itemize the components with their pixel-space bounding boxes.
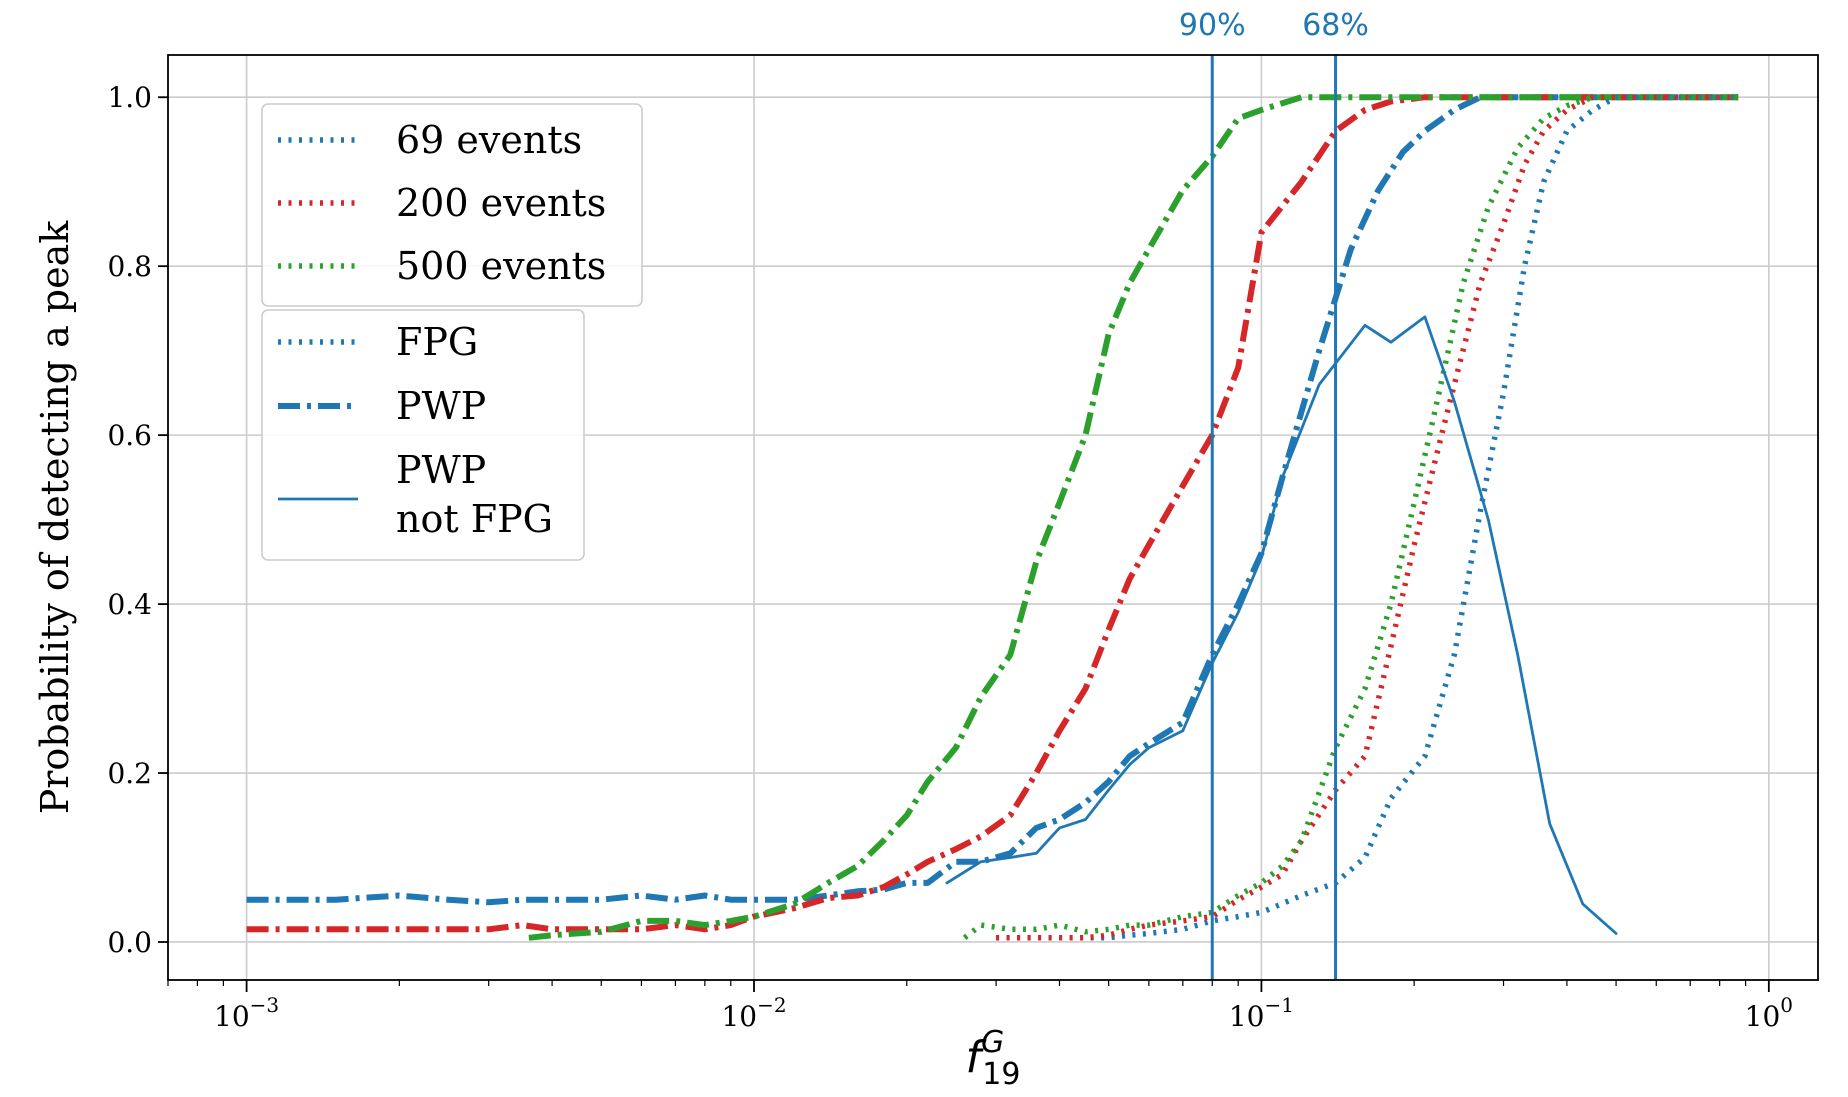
series-line-500-events-pwp (528, 94, 1739, 941)
legend-label: 200 events (396, 181, 606, 225)
legend-methods-frame (261, 309, 585, 561)
series-line-200-events-fpg (996, 94, 1739, 941)
x-tick-label: 100 (1745, 993, 1793, 1033)
legend-methods: FPG PWP PWP not FPG (261, 309, 585, 561)
legend-label: not FPG (396, 497, 553, 541)
series-line-69-events-pwp (246, 94, 1739, 906)
plot-frame (167, 54, 1819, 981)
legend-events-frame (261, 103, 643, 307)
x-tick-label: 10−3 (214, 993, 279, 1033)
x-axis-label-sub: 19 (982, 1057, 1020, 1092)
series-line-500-events-fpg (962, 94, 1739, 940)
legend-label: FPG (396, 320, 478, 364)
y-axis-label: Probability of detecting a peak (33, 220, 77, 815)
x-axis-label: fG 19 (966, 1025, 1021, 1092)
legend-label: PWP (396, 384, 486, 428)
axis-labels: Probability of detecting a peak fG 19 (33, 220, 1020, 1092)
x-tick-label: 10−1 (1229, 993, 1294, 1033)
legend-label: 500 events (396, 244, 606, 288)
vline-label: 90% (1179, 8, 1246, 43)
ticks: 0.0 0.2 0.4 0.6 0.8 1.0 10−3 10−2 10−1 100 (107, 81, 1793, 1033)
series-line-pwp-not-fpg (945, 315, 1618, 935)
vline-label: 68% (1302, 8, 1369, 43)
legend-label: PWP (396, 448, 486, 492)
legend-events: 69 events 200 events 500 events (261, 103, 643, 307)
vertical-reference-lines: 90% 68% (1179, 8, 1369, 980)
y-tick-label: 1.0 (107, 81, 152, 114)
y-tick-label: 0.0 (107, 926, 152, 959)
x-tick-label: 10−2 (721, 993, 786, 1033)
y-tick-label: 0.6 (107, 419, 152, 452)
series-layer (246, 94, 1739, 941)
x-axis-label-sup: G (981, 1025, 1004, 1060)
y-tick-label: 0.2 (107, 757, 152, 790)
y-tick-label: 0.8 (107, 250, 152, 283)
y-tick-label: 0.4 (107, 588, 152, 621)
legend-label: 69 events (396, 118, 582, 162)
